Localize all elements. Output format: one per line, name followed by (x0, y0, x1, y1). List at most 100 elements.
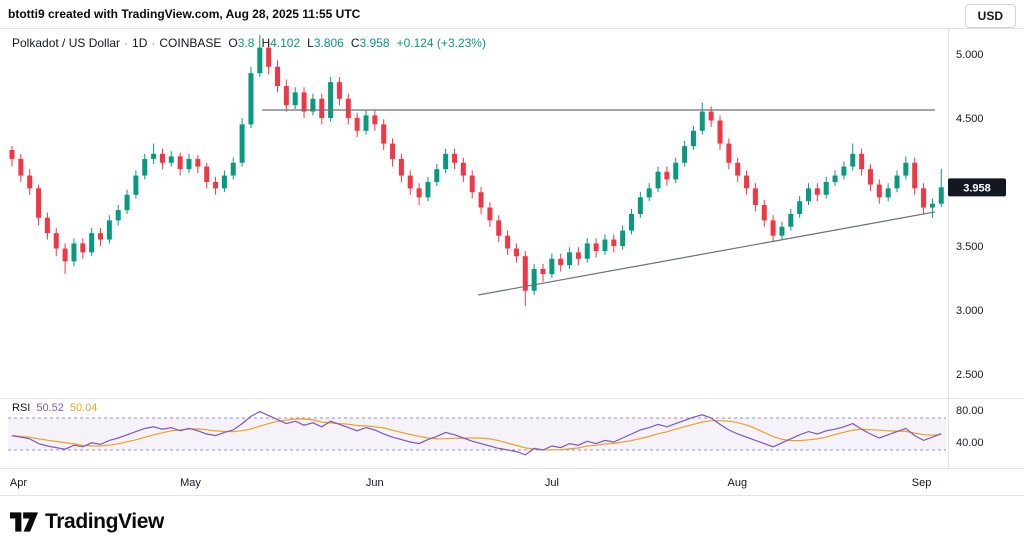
candle (266, 47, 272, 67)
candle (752, 188, 758, 206)
low-key: L (307, 36, 314, 50)
rsi-legend[interactable]: RSI 50.52 50.04 (12, 402, 97, 414)
candle (142, 158, 148, 176)
candle (168, 156, 174, 163)
separator-dot: · (124, 36, 129, 50)
symbol-name: Polkadot / US Dollar (12, 36, 121, 50)
candle (823, 181, 829, 195)
candle (885, 188, 891, 198)
candle (124, 194, 130, 211)
price-tick-label: 3.500 (956, 241, 984, 253)
current-price-label (948, 178, 1006, 197)
candle (80, 243, 86, 253)
candle (159, 153, 165, 163)
candle (27, 175, 33, 189)
symbol-legend[interactable]: Polkadot / US Dollar · 1D · COINBASE O3.8 H4.1… (12, 36, 486, 50)
change-value: +0.124 (+3.23%) (396, 36, 486, 50)
rsi-ma-line (11, 418, 942, 451)
candle (921, 188, 927, 208)
tradingview-logo-icon (10, 512, 38, 532)
close-value: 3.958 (359, 36, 390, 50)
candle (407, 175, 413, 189)
time-scale[interactable]: Apr May Jun Jul Aug Sep (10, 477, 932, 489)
candle (186, 158, 192, 170)
candle (62, 248, 68, 262)
price-chart[interactable]: 5.000 4.500 3.500 3.000 2.500 3.958 80.00 40.00… (0, 28, 1024, 496)
candle (9, 149, 15, 159)
candle (637, 197, 643, 214)
rsi-tick-label: 40.00 (956, 437, 984, 449)
candle (646, 188, 652, 198)
rsi-tick-label: 80.00 (956, 405, 984, 417)
time-tick-label: Jul (545, 477, 559, 489)
candle (133, 175, 139, 195)
candle (115, 210, 121, 221)
current-price-text: 3.958 (963, 182, 991, 194)
rsi-line (11, 410, 942, 456)
low-value: 3.806 (313, 36, 344, 50)
candle (257, 47, 263, 74)
candle (770, 220, 776, 236)
candle (682, 146, 688, 163)
open-key: O (228, 36, 238, 50)
candle (310, 98, 316, 112)
trendlines[interactable] (262, 109, 936, 296)
candle (779, 226, 785, 236)
rsi-band (8, 417, 946, 451)
candle (301, 92, 307, 112)
candle (36, 188, 42, 218)
candle (98, 233, 103, 240)
candle (912, 162, 918, 189)
close-key: C (350, 36, 360, 50)
high-key: H (261, 36, 271, 50)
candle (655, 171, 661, 189)
candle (460, 162, 466, 176)
time-tick-label: Jun (366, 477, 384, 489)
candle (832, 175, 838, 182)
price-scale[interactable]: 5.000 4.500 3.500 3.000 2.500 3.958 (948, 49, 1006, 381)
candle (18, 158, 24, 176)
candle (558, 258, 564, 266)
candle (761, 205, 767, 221)
candle (381, 124, 387, 144)
candle (788, 213, 794, 227)
candle (549, 258, 555, 275)
candle (292, 92, 298, 106)
pane-borders (0, 28, 1024, 496)
candle (806, 188, 811, 202)
candle (106, 220, 112, 240)
candle (328, 82, 334, 118)
candle (496, 220, 502, 236)
candle (699, 111, 705, 131)
candle (717, 120, 723, 144)
candle (345, 98, 351, 118)
candle (275, 66, 280, 86)
candle (894, 175, 900, 189)
candle (513, 248, 519, 257)
candle (221, 175, 227, 189)
candle (390, 143, 396, 159)
time-tick-label: May (180, 477, 201, 489)
candle (434, 169, 440, 182)
candle (372, 115, 378, 125)
candle (469, 175, 475, 193)
rsi-scale[interactable]: 80.00 40.00 (956, 405, 984, 449)
candle (478, 192, 484, 208)
chart-container: 5.000 4.500 3.500 3.000 2.500 3.958 80.00 40.00… (0, 28, 1024, 496)
candle (53, 233, 59, 249)
attribution-text: btotti9 created with TradingView.com, Au… (8, 7, 361, 21)
candle (204, 166, 210, 182)
price-tick-label: 5.000 (956, 49, 984, 61)
candle (213, 181, 219, 189)
support-trendline (478, 211, 936, 296)
candle (452, 153, 457, 163)
tradingview-logo-text: TradingView (45, 510, 164, 533)
candle (744, 175, 750, 189)
price-tick-label: 3.000 (956, 305, 984, 317)
candle (797, 201, 803, 214)
candle (602, 239, 608, 252)
candle (354, 117, 360, 131)
currency-toggle-button[interactable]: USD (964, 4, 1016, 28)
candle (575, 252, 581, 259)
candle (611, 239, 617, 246)
